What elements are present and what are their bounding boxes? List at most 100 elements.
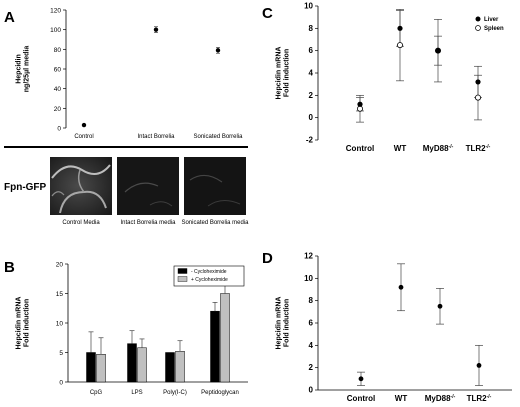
x-tick-label-text: Sonicated Borrelia — [193, 134, 243, 140]
y-tick-label: 2 — [309, 91, 314, 100]
x-tick-label-text: Control — [74, 134, 93, 140]
x-tick-label-text: Control — [347, 394, 375, 403]
legend-marker-liver — [475, 16, 481, 22]
y-tick-label: 10 — [56, 321, 64, 328]
x-tick-label: WT — [394, 144, 407, 153]
data-point — [358, 376, 364, 382]
data-point — [398, 284, 404, 290]
x-tick-label-superscript: -/- — [449, 144, 454, 150]
y-tick-label: 0 — [309, 113, 314, 122]
x-tick-label: MyD88-/- — [425, 394, 456, 403]
data-point-liver — [475, 79, 481, 85]
x-tick-label: TLR2-/- — [466, 144, 491, 153]
bar — [137, 347, 147, 383]
data-point — [476, 363, 482, 368]
x-tick-label: Control — [74, 134, 93, 140]
bar — [127, 343, 137, 383]
x-tick-label-text: TLR2 — [466, 144, 487, 153]
bar — [96, 354, 106, 383]
data-point-spleen — [396, 42, 403, 49]
chart-d: 0 2 4 6 8 10 12 Hepcidin mRNAFold induction Cont… — [276, 252, 512, 403]
x-tick-label: WT — [395, 394, 408, 403]
y-axis-label-line: Fold induction — [284, 299, 291, 347]
y-tick-label: 20 — [56, 262, 64, 269]
fpn-gfp-label: Fpn-GFP — [4, 182, 47, 193]
x-tick-label-text: LPS — [131, 390, 142, 396]
y-tick-label: 8 — [309, 24, 314, 33]
x-tick-label-text: Poly(I-C) — [163, 390, 187, 396]
y-axis-label: Hepcidin mRNAFold induction — [16, 297, 31, 350]
panel-label-b: B — [4, 259, 15, 276]
y-axis-label: Hepcidinng/25µl media — [16, 46, 31, 93]
panel-label-d: D — [262, 250, 273, 267]
y-tick-label: 20 — [54, 106, 62, 113]
legend-label: + Cycloheximide — [191, 277, 228, 283]
y-tick-label: 0 — [57, 126, 61, 133]
data-point-liver — [357, 101, 363, 107]
y-tick-label: 2 — [309, 363, 314, 372]
legend-label-liver: Liver — [484, 17, 499, 23]
y-tick-label: 80 — [54, 47, 62, 54]
legend-swatch — [177, 268, 188, 274]
y-axis-label: Hepcidin mRNAFold induction — [276, 297, 291, 350]
x-tick-label-superscript: -/- — [487, 394, 492, 400]
y-tick-label: 120 — [50, 8, 61, 15]
x-tick-label-text: WT — [394, 144, 407, 153]
x-tick-label-superscript: -/- — [486, 144, 491, 150]
y-tick-label: 12 — [304, 252, 313, 261]
legend-swatch — [177, 276, 188, 282]
y-tick-label: 0 — [309, 386, 314, 395]
micrograph-intact-borrelia — [117, 157, 179, 215]
legend-marker-spleen — [475, 25, 481, 31]
bar — [165, 352, 175, 383]
y-tick-label: 40 — [54, 86, 62, 93]
x-tick-label: Sonicated Borrelia — [193, 134, 243, 140]
y-axis-label: Hepcidin mRNAFold induction — [276, 47, 291, 100]
x-tick-label: Intact Borrelia — [137, 134, 175, 140]
legend-box — [173, 265, 245, 287]
micrograph-sonicated-borrelia — [184, 157, 246, 215]
y-tick-label: 6 — [309, 46, 314, 55]
legend-label: - Cycloheximide — [191, 269, 227, 275]
y-axis-label-line: Hepcidin mRNA — [276, 47, 283, 100]
x-tick-label-text: Intact Borrelia — [137, 134, 175, 140]
y-tick-label: 4 — [309, 69, 314, 78]
x-tick-label-text: Peptidoglycan — [201, 390, 239, 396]
bar — [210, 310, 220, 383]
y-tick-label: 10 — [304, 274, 313, 283]
chart-b: 0 5 10 15 20 Hepcidin mRNAFold induction CpG LP… — [16, 262, 248, 396]
x-tick-label: Control — [346, 144, 374, 153]
y-axis-label-line: Hepcidin mRNA — [16, 297, 23, 350]
bar — [86, 352, 96, 383]
y-tick-label: -2 — [306, 136, 314, 145]
micrograph-caption-control: Control Media — [62, 220, 100, 226]
y-tick-label: 8 — [309, 296, 314, 305]
data-point-spleen — [356, 105, 363, 112]
y-tick-label: 5 — [59, 350, 63, 357]
x-tick-label: MyD88-/- — [423, 144, 454, 153]
x-tick-label: CpG — [90, 390, 103, 396]
x-tick-label: Peptidoglycan — [201, 390, 239, 396]
data-point-liver — [397, 25, 403, 31]
x-tick-label-superscript: -/- — [451, 394, 456, 400]
chart-a: 0 20 40 60 80 100 120 Hepcidinng/25µl media Cont… — [16, 8, 244, 141]
y-tick-label: 6 — [309, 319, 314, 328]
y-tick-label: 100 — [50, 27, 61, 34]
y-axis-label-line: ng/25µl media — [24, 46, 31, 93]
data-point-liver — [435, 48, 441, 54]
y-tick-label: 10 — [304, 2, 313, 11]
x-tick-label: Poly(I-C) — [163, 390, 187, 396]
micrograph-control — [50, 157, 112, 215]
y-tick-label: 60 — [54, 67, 62, 74]
y-tick-label: 0 — [59, 380, 63, 387]
panel-label-a: A — [4, 9, 15, 26]
x-tick-label-text: WT — [395, 394, 408, 403]
legend-label-spleen: Spleen — [484, 26, 504, 32]
data-point — [153, 27, 159, 32]
x-tick-label: Control — [347, 394, 375, 403]
chart-c: -2 0 2 4 6 8 10 Hepcidin mRNAFold induction Cont… — [276, 2, 504, 154]
micrograph-caption-intact: Intact Borrelia media — [120, 220, 176, 226]
x-tick-label-text: MyD88 — [425, 394, 451, 403]
y-axis-label-line: Hepcidin mRNA — [276, 297, 283, 350]
data-point — [215, 48, 221, 53]
